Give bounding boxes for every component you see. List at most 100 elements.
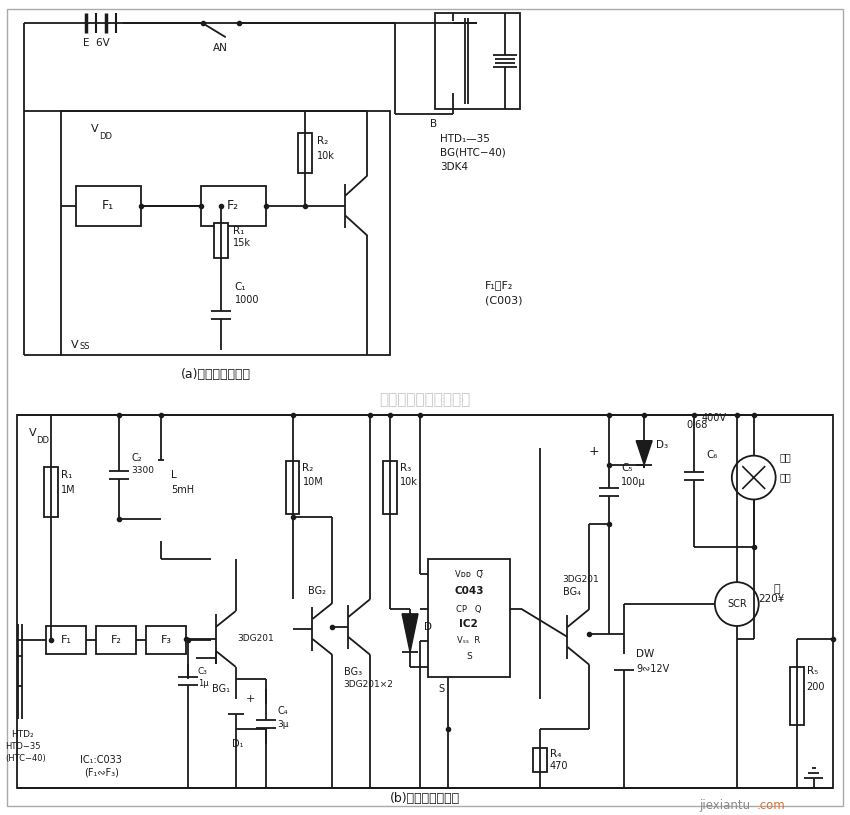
Text: V: V [91, 124, 99, 134]
Text: V: V [29, 428, 37, 438]
Text: Vₛₛ  R: Vₛₛ R [457, 637, 480, 645]
Text: F₃: F₃ [161, 635, 172, 645]
Polygon shape [616, 654, 632, 670]
Text: BG₂: BG₂ [309, 586, 326, 596]
Text: D₃: D₃ [656, 439, 668, 450]
Text: SS: SS [79, 342, 90, 351]
Text: HTD₁—35: HTD₁—35 [440, 134, 490, 144]
Bar [76, 186, 141, 226]
Text: 1M: 1M [61, 484, 76, 495]
Bar [61, 111, 390, 355]
Text: HTD−35: HTD−35 [6, 742, 41, 751]
Bar [298, 133, 313, 174]
Text: (a)超声波发射电路: (a)超声波发射电路 [181, 368, 251, 381]
Text: L: L [171, 469, 177, 479]
Bar [383, 460, 397, 514]
Text: F₁: F₁ [102, 199, 114, 212]
Text: 100μ: 100μ [621, 477, 646, 487]
Text: 1000: 1000 [235, 295, 259, 306]
Bar [435, 13, 519, 109]
Text: DD: DD [99, 132, 112, 141]
Text: DW: DW [636, 649, 654, 659]
Text: 3μ: 3μ [278, 720, 289, 729]
Text: Vᴅᴅ  Q̅: Vᴅᴅ Q̅ [455, 570, 483, 579]
Bar [201, 186, 265, 226]
Text: jiexiantu: jiexiantu [699, 799, 750, 812]
Text: CP   Q: CP Q [456, 605, 482, 614]
Text: 3300: 3300 [131, 466, 154, 475]
Text: S: S [466, 652, 472, 661]
Text: E  6V: E 6V [83, 38, 110, 48]
Bar [47, 626, 87, 654]
Text: R₄: R₄ [549, 748, 561, 759]
Text: 220¥: 220¥ [758, 594, 785, 604]
Text: C₆: C₆ [706, 450, 717, 460]
Text: C₄: C₄ [278, 706, 288, 716]
Text: C₁: C₁ [235, 282, 246, 293]
Text: BG₃: BG₃ [344, 667, 362, 676]
Text: BG₄: BG₄ [564, 587, 581, 597]
Text: 400V: 400V [702, 412, 727, 423]
Text: R₁: R₁ [61, 469, 73, 479]
Bar [44, 467, 59, 517]
Text: 10k: 10k [317, 151, 335, 161]
Text: 0.68: 0.68 [686, 420, 707, 430]
Text: R₃: R₃ [400, 463, 411, 473]
Text: IC2: IC2 [460, 619, 479, 629]
Text: (F₁∾F₃): (F₁∾F₃) [84, 768, 119, 778]
Bar [286, 460, 299, 514]
Text: S: S [438, 684, 444, 694]
Text: 10M: 10M [303, 477, 323, 487]
Text: 5mH: 5mH [171, 484, 194, 495]
Text: R₂: R₂ [303, 463, 314, 473]
Text: (HTC−40): (HTC−40) [6, 754, 47, 763]
Text: HTD₂: HTD₂ [12, 730, 34, 739]
Text: (b)超声波接收电路: (b)超声波接收电路 [390, 792, 460, 805]
Text: R₅: R₅ [807, 666, 818, 676]
Text: D: D [424, 622, 432, 632]
Text: V: V [71, 340, 79, 350]
Polygon shape [636, 441, 652, 465]
Text: +: + [589, 445, 599, 458]
Text: D₁: D₁ [232, 738, 243, 748]
Text: .com: .com [756, 799, 785, 812]
Text: +: + [246, 694, 255, 703]
Text: 3DG201: 3DG201 [238, 634, 275, 643]
Text: F₂: F₂ [227, 199, 239, 212]
Text: C₃: C₃ [198, 667, 207, 676]
Text: R₁: R₁ [233, 226, 244, 236]
Text: 3DK4: 3DK4 [440, 161, 468, 172]
Polygon shape [228, 698, 244, 714]
Polygon shape [402, 614, 418, 652]
Text: F₁、F₂: F₁、F₂ [484, 280, 513, 290]
Text: BG₁: BG₁ [212, 684, 230, 694]
Text: 依控: 依控 [779, 452, 791, 463]
Bar [790, 667, 803, 725]
Polygon shape [196, 652, 216, 664]
Text: 3DG201: 3DG201 [563, 575, 599, 584]
Text: 3DG201×2: 3DG201×2 [343, 681, 394, 689]
Text: 相: 相 [774, 584, 780, 594]
Text: 200: 200 [807, 682, 825, 692]
Text: 10k: 10k [400, 477, 418, 487]
Text: BG(HTC−40): BG(HTC−40) [440, 148, 506, 158]
Text: B: B [430, 119, 437, 129]
Text: C₅: C₅ [621, 463, 632, 473]
Bar [16, 415, 834, 788]
Text: 470: 470 [549, 761, 568, 772]
Text: DD: DD [37, 436, 49, 445]
Text: F₂: F₂ [110, 635, 122, 645]
Text: F₁: F₁ [61, 635, 71, 645]
Text: SCR: SCR [727, 599, 746, 609]
Bar [146, 626, 186, 654]
Text: 1μ: 1μ [198, 679, 208, 689]
Text: AN: AN [213, 43, 228, 53]
Text: (C003): (C003) [484, 295, 522, 306]
Text: C043: C043 [454, 586, 484, 596]
Text: R₂: R₂ [317, 136, 329, 146]
Text: 杭州将客科技有限公司: 杭州将客科技有限公司 [379, 392, 471, 408]
Text: 插座: 插座 [779, 473, 791, 482]
Bar [533, 748, 547, 772]
Bar [96, 626, 136, 654]
Bar [428, 559, 510, 676]
